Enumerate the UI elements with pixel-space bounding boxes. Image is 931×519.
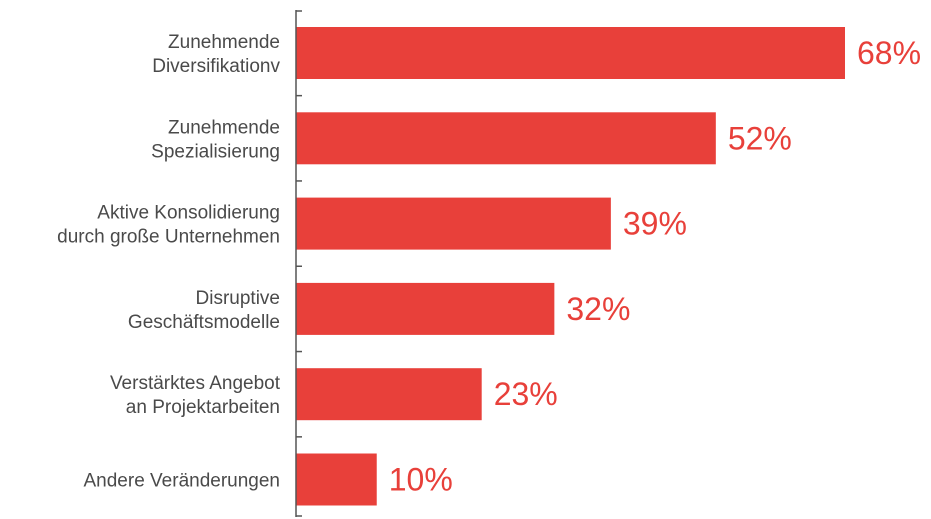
bar [296, 282, 555, 335]
category-label: Andere Veränderungen [84, 471, 281, 492]
bar [296, 27, 845, 79]
category-label-line: Zunehmende [168, 117, 280, 138]
bars-layer [296, 27, 845, 506]
bar-value-label: 39% [623, 206, 687, 242]
category-label-line: Disruptive [196, 288, 280, 309]
category-label: Disruptive Geschäftsmodelle [128, 288, 280, 333]
category-label: Verstärktes Angebot an Projektarbeiten [110, 373, 281, 418]
category-label-line: Aktive Konsolidierung [97, 203, 280, 224]
bar-value-label: 32% [566, 291, 630, 327]
category-label-line: an Projektarbeiten [126, 397, 280, 418]
bar [296, 453, 377, 506]
category-label-line: Geschäftsmodelle [128, 312, 280, 333]
bar [296, 112, 716, 165]
category-label-line: Zunehmende [168, 32, 280, 53]
bar-value-label: 10% [389, 462, 453, 498]
category-labels: Zunehmende Diversifikationv Zunehmende Spez… [57, 32, 281, 492]
category-label-line: Verstärktes Angebot [110, 373, 281, 394]
category-label-line: Diversifikationv [152, 56, 280, 77]
category-label-line: Spezialisierung [151, 141, 280, 162]
category-label: Zunehmende Spezialisierung [151, 117, 280, 162]
bar [296, 197, 611, 250]
bar-value-label: 23% [494, 376, 558, 412]
bar-value-label: 52% [728, 120, 792, 156]
bar-value-label: 68% [857, 35, 921, 71]
category-label: Zunehmende Diversifikationv [152, 32, 280, 77]
category-label-line: Andere Veränderungen [84, 471, 281, 492]
y-axis [295, 10, 302, 517]
category-label: Aktive Konsolidierung durch große Unterne… [57, 203, 280, 248]
category-label-line: durch große Unternehmen [57, 227, 280, 248]
value-labels: 68% 52% 39% 32% 23% 10% [389, 35, 921, 498]
bar [296, 368, 482, 421]
